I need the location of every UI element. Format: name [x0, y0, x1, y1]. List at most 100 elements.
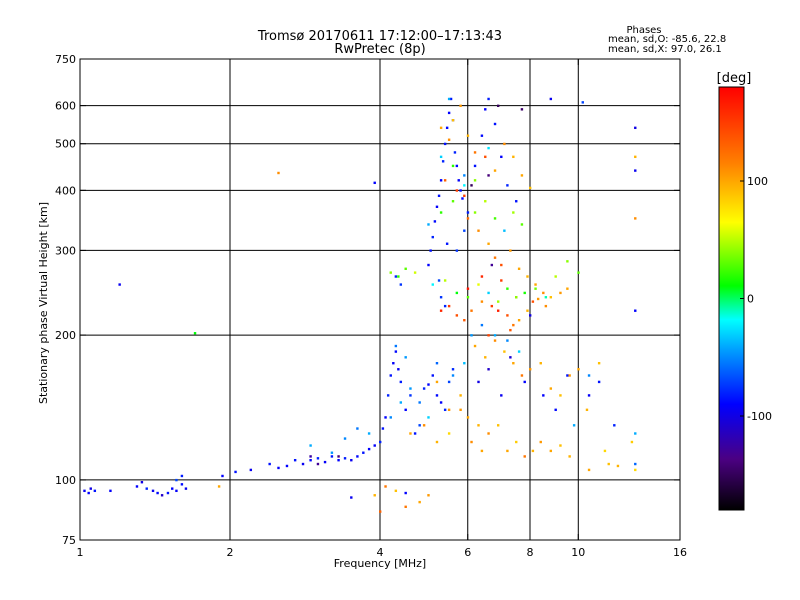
echo-point: [477, 229, 480, 232]
echo-point: [520, 223, 524, 226]
echo-point: [466, 134, 470, 137]
echo-point: [418, 401, 421, 404]
echo-point: [597, 362, 601, 365]
y-tick-label: 100: [55, 474, 76, 487]
echo-point: [330, 455, 334, 458]
echo-point: [447, 380, 451, 384]
echo-point: [487, 432, 490, 435]
echo-point: [634, 462, 637, 466]
echo-point: [447, 111, 451, 115]
echo-point: [470, 184, 473, 187]
echo-point: [443, 279, 447, 282]
echo-point: [217, 485, 221, 488]
echo-point: [151, 489, 155, 493]
echo-point: [379, 440, 382, 444]
echo-point: [459, 394, 462, 397]
echo-point: [587, 374, 591, 377]
y-tick-label: 750: [55, 53, 76, 66]
echo-point: [381, 427, 385, 430]
echo-point: [455, 249, 459, 252]
chart-title: Tromsø 20170611 17:12:00–17:13:43: [257, 29, 502, 44]
echo-point: [544, 296, 548, 299]
echo-point: [520, 374, 524, 377]
echo-point: [577, 368, 580, 371]
echo-point: [431, 235, 434, 239]
echo-point: [566, 374, 569, 377]
echo-point: [587, 468, 591, 472]
echo-point: [422, 387, 426, 390]
echo-point: [337, 455, 340, 458]
echo-point: [566, 260, 569, 263]
echo-point: [171, 487, 174, 490]
echo-point: [509, 249, 512, 252]
x-tick-label: 2: [227, 546, 234, 559]
echo-point: [439, 179, 443, 182]
echo-point: [109, 489, 112, 493]
echo-point: [536, 297, 540, 301]
echo-point: [443, 179, 447, 182]
echo-point: [337, 458, 340, 462]
echo-point: [435, 440, 439, 444]
echo-point: [184, 487, 188, 490]
echo-point: [418, 424, 421, 427]
echo-point: [496, 104, 500, 108]
echo-point: [473, 151, 477, 154]
echo-point: [484, 155, 487, 159]
echo-point: [180, 474, 184, 478]
echo-point: [473, 211, 477, 214]
echo-point: [520, 108, 524, 111]
echo-point: [451, 164, 455, 168]
echo-point: [484, 356, 487, 359]
echo-point: [496, 300, 500, 303]
echo-point: [463, 184, 466, 187]
echo-point: [394, 350, 398, 353]
echo-point: [384, 416, 387, 419]
echo-point: [529, 186, 532, 190]
echo-point: [509, 356, 512, 359]
echo-point: [389, 271, 392, 274]
echo-point: [466, 211, 470, 214]
echo-point: [480, 134, 484, 137]
echo-point: [577, 271, 580, 274]
echo-point: [373, 181, 376, 185]
echo-point: [397, 275, 400, 278]
echo-point: [506, 314, 509, 317]
echo-point: [83, 489, 86, 493]
echo-point: [487, 368, 490, 371]
echo-point: [477, 380, 480, 384]
colorbar-tick-label: 0: [747, 293, 754, 306]
echo-point: [439, 155, 443, 159]
echo-point: [373, 444, 376, 447]
echo-point: [607, 462, 610, 466]
echo-point: [330, 451, 334, 454]
echo-point: [451, 119, 455, 122]
echo-point: [373, 494, 376, 497]
echo-point: [145, 487, 148, 490]
echo-point: [487, 97, 490, 101]
echo-point: [439, 401, 443, 404]
echo-point: [477, 283, 480, 286]
echo-point: [526, 275, 529, 278]
echo-point: [392, 362, 395, 365]
echo-point: [512, 155, 515, 159]
echo-point: [175, 478, 178, 482]
echo-point: [534, 287, 537, 290]
echo-point: [480, 300, 484, 303]
echo-point: [234, 470, 237, 474]
echo-point: [356, 455, 359, 458]
echo-point: [506, 339, 509, 342]
echo-point: [367, 447, 371, 451]
echo-point: [484, 200, 487, 203]
echo-point: [435, 380, 439, 384]
echo-point: [87, 491, 90, 495]
echo-point: [160, 494, 164, 497]
echo-point: [515, 200, 518, 203]
echo-point: [515, 440, 518, 444]
echo-point: [293, 458, 297, 462]
echo-point: [429, 249, 432, 252]
y-tick-label: 200: [55, 329, 76, 342]
echo-point: [523, 455, 526, 458]
echo-point: [309, 458, 312, 462]
echo-point: [404, 356, 407, 359]
